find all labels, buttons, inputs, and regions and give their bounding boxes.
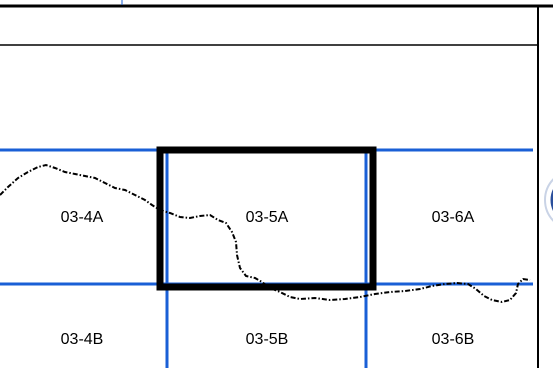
tile-label-03-5A[interactable]: 03-5A [245, 209, 289, 226]
boundary-line [0, 163, 531, 304]
selected-tile-border[interactable] [156, 146, 377, 291]
tile-label-03-4B[interactable]: 03-4B [60, 331, 104, 348]
tile-label-03-4A[interactable]: 03-4A [60, 209, 104, 226]
seal-emblem-icon [544, 178, 553, 222]
tile-label-03-6B[interactable]: 03-6B [431, 331, 475, 348]
tile-label-03-5B[interactable]: 03-5B [245, 331, 289, 348]
tile-label-03-6A[interactable]: 03-6A [431, 209, 475, 226]
